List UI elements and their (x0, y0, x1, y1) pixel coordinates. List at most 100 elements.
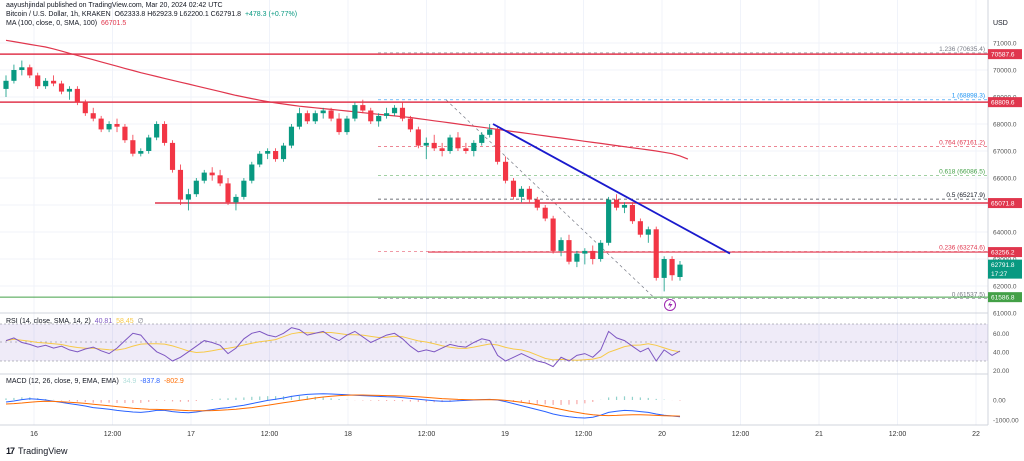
price-tag: 63256.2 (988, 247, 1022, 258)
candle-body (391, 107, 398, 114)
price-tag-bg (988, 198, 1022, 209)
candle-body (82, 102, 88, 114)
candle-body (582, 250, 588, 254)
candle-body (542, 207, 548, 219)
macd-value: -837.8 (140, 378, 161, 385)
price-tick: 70000.0 (993, 68, 1017, 75)
price-tag: 61586.8 (988, 292, 1022, 303)
price-tick: 62000.0 (993, 284, 1017, 291)
candle-body (122, 126, 128, 141)
macd-histogram-value: 34.9 (122, 378, 137, 385)
currency-label: USD (993, 20, 1008, 27)
price-tag-label: 62791.8 (991, 262, 1015, 269)
candle-body (471, 142, 477, 151)
candle-body (447, 137, 453, 151)
candle-body (288, 126, 295, 146)
price-tag: 17:27 (988, 268, 1022, 279)
candle-body (50, 80, 57, 84)
symbol-line[interactable]: Bitcoin / U.S. Dollar, 1h, KRAKEN (6, 11, 111, 18)
time-tick: 17 (187, 431, 195, 438)
trendline-segment[interactable] (492, 123, 731, 255)
candle-body (114, 124, 120, 127)
rsi-tick: 40.00 (993, 349, 1010, 356)
candle-body (384, 113, 390, 116)
candle-body (3, 80, 9, 89)
candle-body (661, 259, 667, 278)
time-tick: 16 (30, 431, 38, 438)
price-tag-label: 63256.2 (991, 250, 1015, 257)
candle-body (169, 142, 176, 170)
candle-body (629, 205, 636, 222)
price-tag-bg (988, 259, 1022, 270)
price-tag-label: 65071.8 (991, 201, 1015, 208)
candle-body (209, 172, 215, 176)
symbol-info: Bitcoin / U.S. Dollar, 1h, KRAKEN O62333… (6, 11, 297, 18)
candle-body (439, 148, 445, 151)
fib-level-label: 0.618 (66086.5) (939, 169, 985, 176)
ohlc-values: O62333.8 H62923.9 L62200.1 C62791.8 (114, 11, 242, 18)
candle-body (399, 107, 406, 119)
fib-level-label: 0.236 (63274.6) (939, 245, 985, 252)
candle-body (304, 113, 310, 122)
tradingview-brand[interactable]: 17 TradingView (6, 446, 68, 456)
candle-body (407, 118, 413, 130)
candle-body (241, 180, 247, 197)
candle-body (98, 118, 104, 130)
rsi-legend[interactable]: RSI (14, close, SMA, 14, 2) 40.81 58.45 … (6, 317, 144, 325)
candle-body (185, 194, 191, 200)
horizontal-levels[interactable] (0, 53, 988, 298)
price-tag: 68809.6 (988, 97, 1022, 108)
rsi-band (0, 324, 988, 361)
price-tag: 70587.6 (988, 49, 1022, 60)
price-tag: 65071.8 (988, 198, 1022, 209)
candle-body (328, 110, 334, 119)
price-tag-bg (988, 292, 1022, 303)
macd-line (5, 393, 681, 419)
candle-body (265, 151, 271, 154)
time-tick: 12:00 (418, 431, 436, 438)
candle-body (455, 137, 461, 149)
time-tick: 21 (815, 431, 823, 438)
price-tick: 61000.0 (993, 311, 1017, 318)
candle-body (487, 129, 493, 135)
tradingview-logo-icon: 17 (6, 446, 15, 456)
fib-level-label: 1 (68898.3) (952, 93, 985, 100)
candle-body (360, 105, 366, 111)
candle-body (352, 105, 358, 119)
time-tick: 22 (972, 431, 980, 438)
ma-legend[interactable]: MA (100, close, 0, SMA, 100) 66701.5 (6, 20, 126, 27)
candle-body (653, 229, 659, 278)
candle-body (11, 70, 17, 81)
candle-body (193, 180, 199, 195)
candle-body (526, 188, 532, 200)
price-tags: 70587.6 68809.6 65071.8 63256.2 62791.8 17:27… (988, 49, 1022, 303)
candle-body (27, 67, 33, 76)
price-change: +478.3 (+0.77%) (244, 11, 298, 18)
candle-body (35, 75, 41, 87)
candle-body (177, 169, 184, 200)
time-tick: 19 (501, 431, 509, 438)
candle-body (90, 113, 96, 119)
price-tag-bg (988, 247, 1022, 258)
macd-pane (5, 393, 681, 419)
lightning-icon (668, 301, 673, 309)
candle-body (645, 229, 651, 235)
macd-legend[interactable]: MACD (12, 26, close, 9, EMA, EMA) 34.9 -… (6, 378, 184, 385)
candle-body (431, 142, 437, 149)
price-tag-bg (988, 97, 1022, 108)
time-tick: 12:00 (261, 431, 279, 438)
candle-body (495, 129, 501, 162)
candle-body (312, 113, 318, 122)
candle-body (368, 110, 374, 122)
fib-level-label: 0 (61537.5) (952, 291, 985, 298)
candle-body (58, 83, 65, 92)
price-tag-bg (988, 49, 1022, 60)
fibonacci-retracement[interactable]: 1.236 (70635.4) 1 (68898.3) 0.764 (67161.2… (378, 46, 988, 299)
trendline[interactable] (492, 123, 731, 255)
candle-body (574, 253, 580, 262)
candle-body (502, 161, 509, 181)
time-axis[interactable]: 16 12:00 17 12:00 18 12:00 19 12:00 20 12:00 21 12:… (30, 431, 980, 438)
candlesticks (3, 60, 683, 292)
